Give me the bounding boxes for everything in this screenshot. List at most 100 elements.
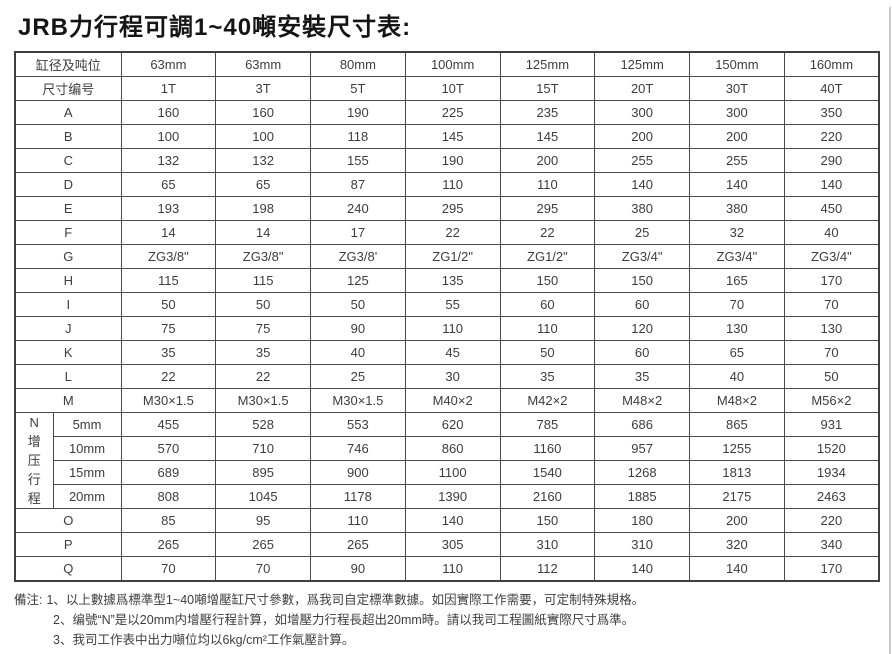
- value-cell: M56×2: [783, 388, 880, 413]
- value-cell: 17: [310, 220, 406, 245]
- value-cell: 140: [594, 172, 691, 197]
- value-cell: 553: [310, 412, 406, 437]
- value-cell: 110: [404, 556, 501, 582]
- value-cell: 1100: [404, 460, 501, 485]
- value-cell: 90: [310, 556, 406, 582]
- value-cell: 295: [404, 196, 501, 221]
- note-item-1: 1、以上數據爲標準型1~40噸增壓缸尺寸參數，爲我司自定標準數據。如因實際工作需…: [46, 593, 645, 607]
- value-cell: 112: [499, 556, 596, 582]
- row-label: C: [14, 148, 122, 173]
- value-cell: 305: [404, 532, 501, 557]
- value-cell: 340: [783, 532, 880, 557]
- row-label: O: [14, 508, 122, 533]
- value-cell: 115: [215, 268, 312, 293]
- ton-header-cell: 1T: [120, 76, 217, 101]
- ton-header-cell: 10T: [404, 76, 501, 101]
- value-cell: 310: [499, 532, 596, 557]
- value-cell: 60: [594, 340, 691, 365]
- value-cell: M30×1.5: [310, 388, 406, 413]
- value-cell: 290: [783, 148, 880, 173]
- value-cell: ZG3/4": [689, 244, 785, 269]
- bore-header-cell: 160mm: [783, 51, 880, 77]
- value-cell: 70: [783, 340, 880, 365]
- value-cell: 1540: [499, 460, 596, 485]
- value-cell: 350: [783, 100, 880, 125]
- value-cell: 110: [499, 316, 596, 341]
- value-cell: ZG3/8": [215, 244, 312, 269]
- value-cell: 140: [404, 508, 501, 533]
- value-cell: 220: [783, 124, 880, 149]
- value-cell: 193: [120, 196, 217, 221]
- value-cell: 265: [215, 532, 312, 557]
- value-cell: 150: [594, 268, 691, 293]
- value-cell: 70: [120, 556, 217, 582]
- value-cell: 50: [215, 292, 312, 317]
- value-cell: M30×1.5: [215, 388, 312, 413]
- value-cell: 160: [120, 100, 217, 125]
- value-cell: 180: [594, 508, 691, 533]
- value-cell: 87: [310, 172, 406, 197]
- row-label: H: [14, 268, 122, 293]
- value-cell: 135: [404, 268, 501, 293]
- value-cell: 265: [310, 532, 406, 557]
- table-row-A: A 160 160 190 225 235 300 300 350: [14, 100, 880, 125]
- value-cell: ZG3/4": [783, 244, 880, 269]
- row-label: E: [14, 196, 122, 221]
- value-cell: 140: [689, 556, 785, 582]
- row-label: P: [14, 532, 122, 557]
- value-cell: 90: [310, 316, 406, 341]
- value-cell: 32: [689, 220, 785, 245]
- value-cell: 1934: [783, 460, 880, 485]
- value-cell: M30×1.5: [120, 388, 217, 413]
- value-cell: 165: [689, 268, 785, 293]
- value-cell: 118: [310, 124, 406, 149]
- bore-header-cell: 125mm: [594, 51, 691, 77]
- value-cell: 528: [215, 412, 312, 437]
- value-cell: 125: [310, 268, 406, 293]
- value-cell: 220: [783, 508, 880, 533]
- value-cell: 865: [689, 412, 785, 437]
- value-cell: 110: [404, 316, 501, 341]
- value-cell: 40: [783, 220, 880, 245]
- value-cell: 14: [120, 220, 217, 245]
- ton-header-cell: 5T: [310, 76, 406, 101]
- value-cell: 140: [689, 172, 785, 197]
- value-cell: 255: [594, 148, 691, 173]
- value-cell: 689: [120, 460, 217, 485]
- value-cell: 14: [215, 220, 312, 245]
- value-cell: 450: [783, 196, 880, 221]
- value-cell: 2160: [499, 484, 596, 509]
- value-cell: 70: [215, 556, 312, 582]
- value-cell: ZG1/2": [499, 244, 596, 269]
- table-row-D: D 65 65 87 110 110 140 140 140: [14, 172, 880, 197]
- ton-header-cell: 30T: [689, 76, 785, 101]
- row-label: Q: [14, 556, 122, 582]
- value-cell: 570: [120, 436, 217, 461]
- table-row-G: G ZG3/8" ZG3/8" ZG3/8' ZG1/2" ZG1/2" ZG3/4" ZG3…: [14, 244, 880, 269]
- value-cell: 40: [310, 340, 406, 365]
- value-cell: 1520: [783, 436, 880, 461]
- value-cell: M40×2: [404, 388, 501, 413]
- value-cell: 60: [594, 292, 691, 317]
- table-row-O: O 85 95 110 140 150 180 200 220: [14, 508, 880, 533]
- value-cell: 35: [499, 364, 596, 389]
- value-cell: 130: [689, 316, 785, 341]
- value-cell: 35: [594, 364, 691, 389]
- table-row-E: E 193 198 240 295 295 380 380 450: [14, 196, 880, 221]
- value-cell: 2463: [783, 484, 880, 509]
- value-cell: 75: [215, 316, 312, 341]
- table-row-I: I 50 50 50 55 60 60 70 70: [14, 292, 880, 317]
- value-cell: 295: [499, 196, 596, 221]
- row-label: I: [14, 292, 122, 317]
- page: JRB力行程可調1~40噸安裝尺寸表: 缸径及吨位 63mm 63mm 80mm 100…: [0, 7, 892, 654]
- value-cell: 200: [499, 148, 596, 173]
- bore-header-cell: 100mm: [404, 51, 501, 77]
- value-cell: 130: [783, 316, 880, 341]
- dimension-table: 缸径及吨位 63mm 63mm 80mm 100mm 125mm 125mm 150mm 160…: [14, 51, 881, 582]
- note-item-3: 3、我司工作表中出力噸位均以6kg/cm²工作氣壓計算。: [53, 633, 355, 647]
- value-cell: 65: [689, 340, 785, 365]
- table-row-Q: Q 70 70 90 110 112 140 140 170: [14, 556, 880, 582]
- row-label: G: [14, 244, 122, 269]
- n-group-label-line: 行: [27, 472, 41, 487]
